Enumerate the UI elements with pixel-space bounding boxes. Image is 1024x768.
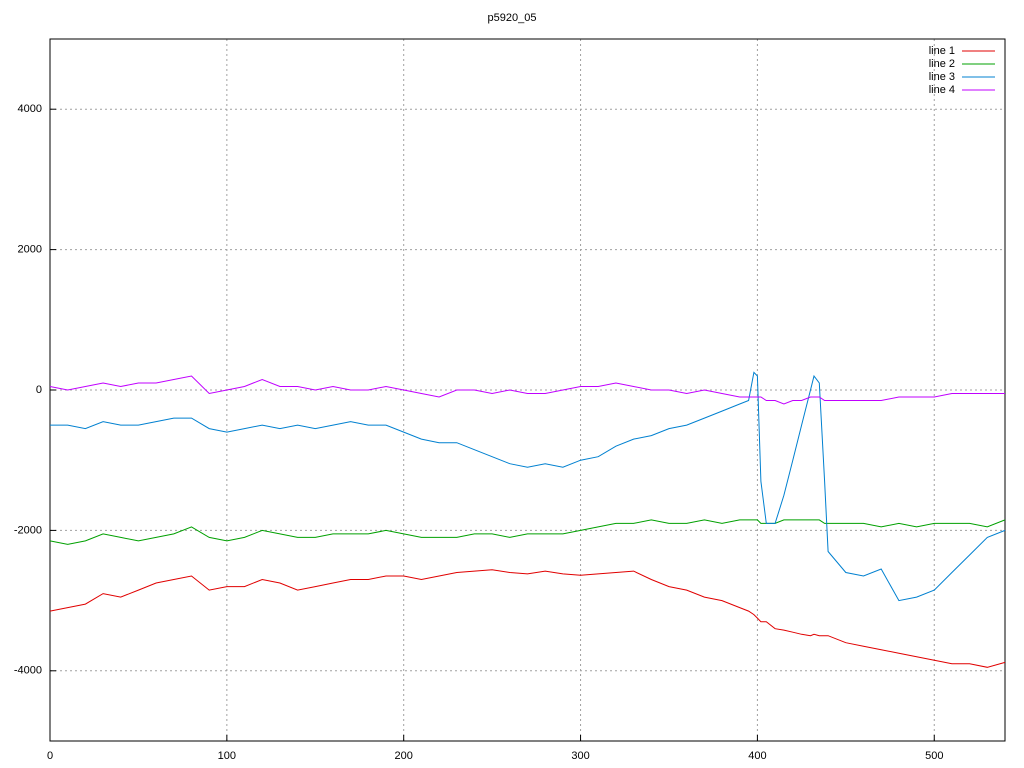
- x-tick-label: 100: [218, 750, 236, 762]
- x-tick-label: 300: [571, 750, 589, 762]
- legend-label: line 3: [929, 71, 955, 83]
- x-tick-label: 500: [925, 750, 943, 762]
- plot-border: [49, 38, 1006, 742]
- data-line: [49, 569, 1006, 668]
- legend-label: line 4: [929, 84, 955, 96]
- legend-label: line 2: [929, 58, 955, 70]
- x-tick-label: 200: [395, 750, 413, 762]
- y-tick-label: -4000: [14, 665, 42, 677]
- y-tick-label: 4000: [18, 103, 42, 115]
- data-line: [50, 371, 1006, 602]
- y-tick-label: 0: [36, 384, 42, 396]
- legend-label: line 1: [929, 45, 955, 57]
- data-line: [49, 519, 1006, 545]
- data-line: [49, 375, 1005, 405]
- x-tick-label: 400: [748, 750, 766, 762]
- chart-title: p5920_05: [488, 12, 537, 24]
- x-tick-label: 0: [47, 750, 53, 762]
- y-tick-label: -2000: [14, 524, 42, 536]
- y-tick-label: 2000: [18, 244, 42, 256]
